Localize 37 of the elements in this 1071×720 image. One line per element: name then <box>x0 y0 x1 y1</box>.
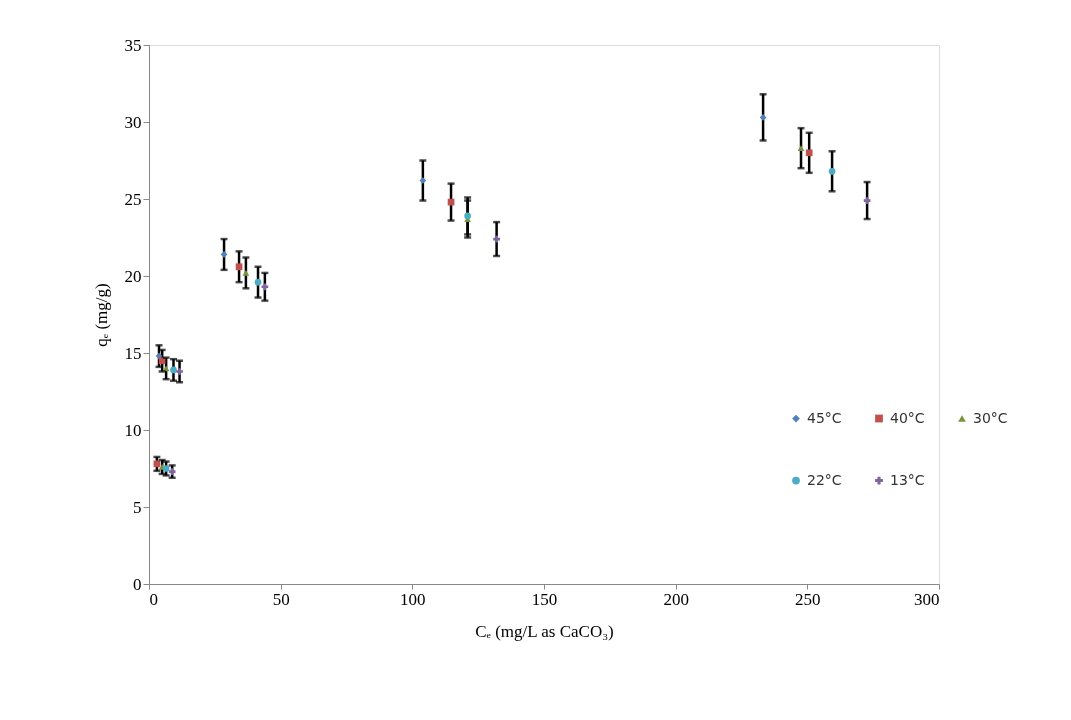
point <box>805 149 813 157</box>
legend-label: 40°C <box>890 409 925 426</box>
y-tick-label: 10 <box>124 420 142 440</box>
point <box>464 212 471 220</box>
x-tick-label: 300 <box>914 589 940 609</box>
y-tick-label: 20 <box>124 266 142 286</box>
point <box>254 278 262 286</box>
point <box>170 366 177 374</box>
legend-label: 13°C <box>890 471 925 488</box>
y-tick-label: 30 <box>124 112 142 132</box>
x-tick-label: 150 <box>531 589 558 609</box>
y-axis-title: qₑ (mg/g) <box>91 283 111 347</box>
point <box>235 263 243 271</box>
point <box>261 283 269 291</box>
y-tick-label: 35 <box>124 35 142 55</box>
y-tick-label: 0 <box>133 574 142 594</box>
point <box>828 167 836 175</box>
point <box>176 368 183 375</box>
legend-label: 45°C <box>807 409 842 426</box>
point <box>162 465 170 472</box>
point <box>242 270 250 276</box>
point <box>759 114 767 121</box>
point <box>493 235 500 243</box>
y-tick-label: 15 <box>124 343 142 363</box>
x-axis-title: Cₑ (mg/L as CaCO₃) <box>475 621 614 641</box>
x-tick-label: 250 <box>795 589 821 609</box>
point <box>419 177 427 184</box>
x-tick-label: 100 <box>400 589 426 609</box>
x-tick-label: 200 <box>663 589 689 609</box>
x-tick-label: 0 <box>149 589 158 609</box>
x-tick-label: 50 <box>272 589 290 609</box>
legend-label: 22°C <box>807 471 842 488</box>
y-tick-label: 25 <box>124 189 142 209</box>
y-tick-label: 5 <box>133 497 142 517</box>
point <box>863 197 871 204</box>
legend-label: 30°C <box>973 409 1008 426</box>
point <box>797 145 805 152</box>
